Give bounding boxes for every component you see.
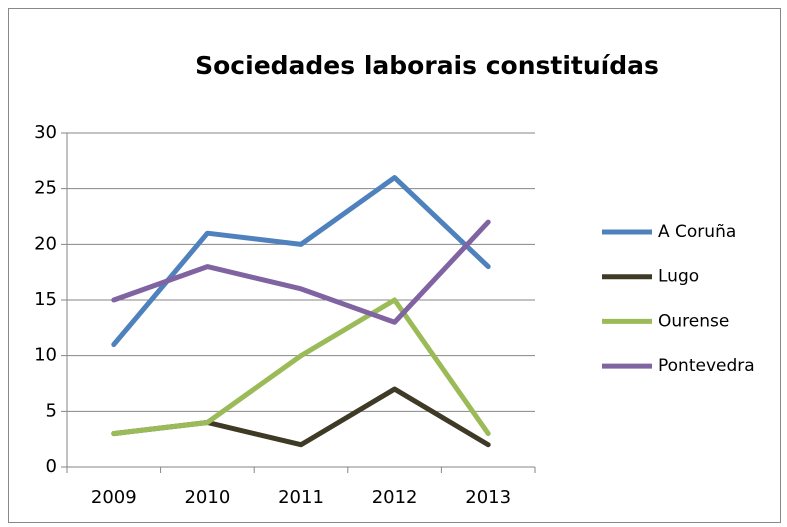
y-tick-label: 5 xyxy=(46,400,57,421)
y-tick-label: 15 xyxy=(34,289,57,310)
y-tick-label: 20 xyxy=(34,233,57,254)
line-series xyxy=(111,175,491,348)
x-tick-label: 2009 xyxy=(91,487,137,508)
x-tick-label: 2013 xyxy=(465,487,511,508)
chart-title: Sociedades laborais constituídas xyxy=(195,51,659,80)
x-tick-label: 2011 xyxy=(278,487,324,508)
legend-label: Ourense xyxy=(658,311,729,331)
legend-label: Lugo xyxy=(658,267,699,287)
chart-border xyxy=(8,8,781,523)
legend-label: Pontevedra xyxy=(658,356,755,376)
y-tick-label: 10 xyxy=(34,345,57,366)
legend-label: A Coruña xyxy=(658,222,736,242)
x-tick-label: 2012 xyxy=(372,487,418,508)
x-tick-label: 2010 xyxy=(184,487,230,508)
y-tick-label: 0 xyxy=(46,456,57,477)
line-series xyxy=(111,219,491,325)
line-series xyxy=(111,297,491,437)
y-tick-label: 25 xyxy=(34,178,57,199)
y-tick-label: 30 xyxy=(34,122,57,143)
